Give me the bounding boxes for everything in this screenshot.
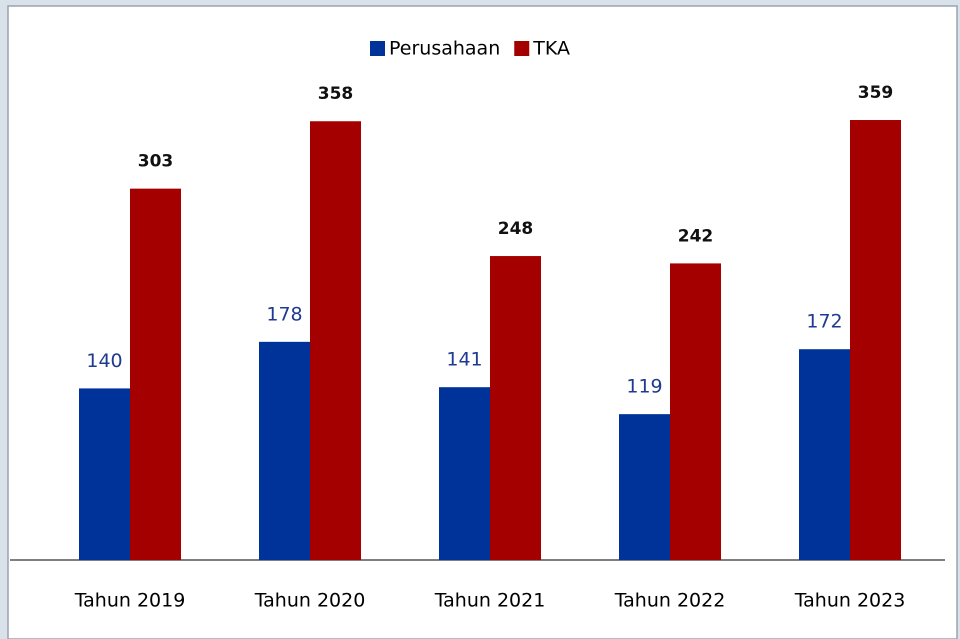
x-tick-label: Tahun 2021	[434, 590, 546, 612]
legend-swatch	[370, 41, 385, 56]
data-label: 358	[318, 84, 354, 104]
legend-label: Perusahaan	[389, 38, 500, 60]
bar	[670, 263, 721, 560]
data-label: 178	[266, 303, 302, 325]
x-tick-label: Tahun 2023	[794, 590, 906, 612]
data-label: 119	[626, 376, 662, 398]
data-label: 172	[806, 311, 842, 333]
bar	[799, 349, 850, 560]
bar	[259, 341, 310, 560]
legend-label: TKA	[532, 38, 570, 60]
bar	[79, 388, 130, 560]
x-tick-label: Tahun 2020	[254, 590, 366, 612]
data-label: 242	[678, 226, 714, 246]
bar	[850, 120, 901, 561]
data-label: 248	[498, 219, 534, 239]
legend-swatch	[514, 41, 530, 56]
bar	[490, 256, 541, 560]
bar	[310, 121, 361, 560]
data-label: 141	[446, 349, 482, 371]
bar	[130, 188, 181, 561]
data-label: 140	[86, 350, 122, 372]
bar	[619, 414, 670, 560]
bar	[439, 387, 490, 560]
data-label: 303	[138, 152, 174, 172]
x-tick-label: Tahun 2022	[614, 590, 726, 612]
x-tick-label: Tahun 2019	[74, 590, 186, 612]
data-label: 359	[858, 83, 894, 103]
